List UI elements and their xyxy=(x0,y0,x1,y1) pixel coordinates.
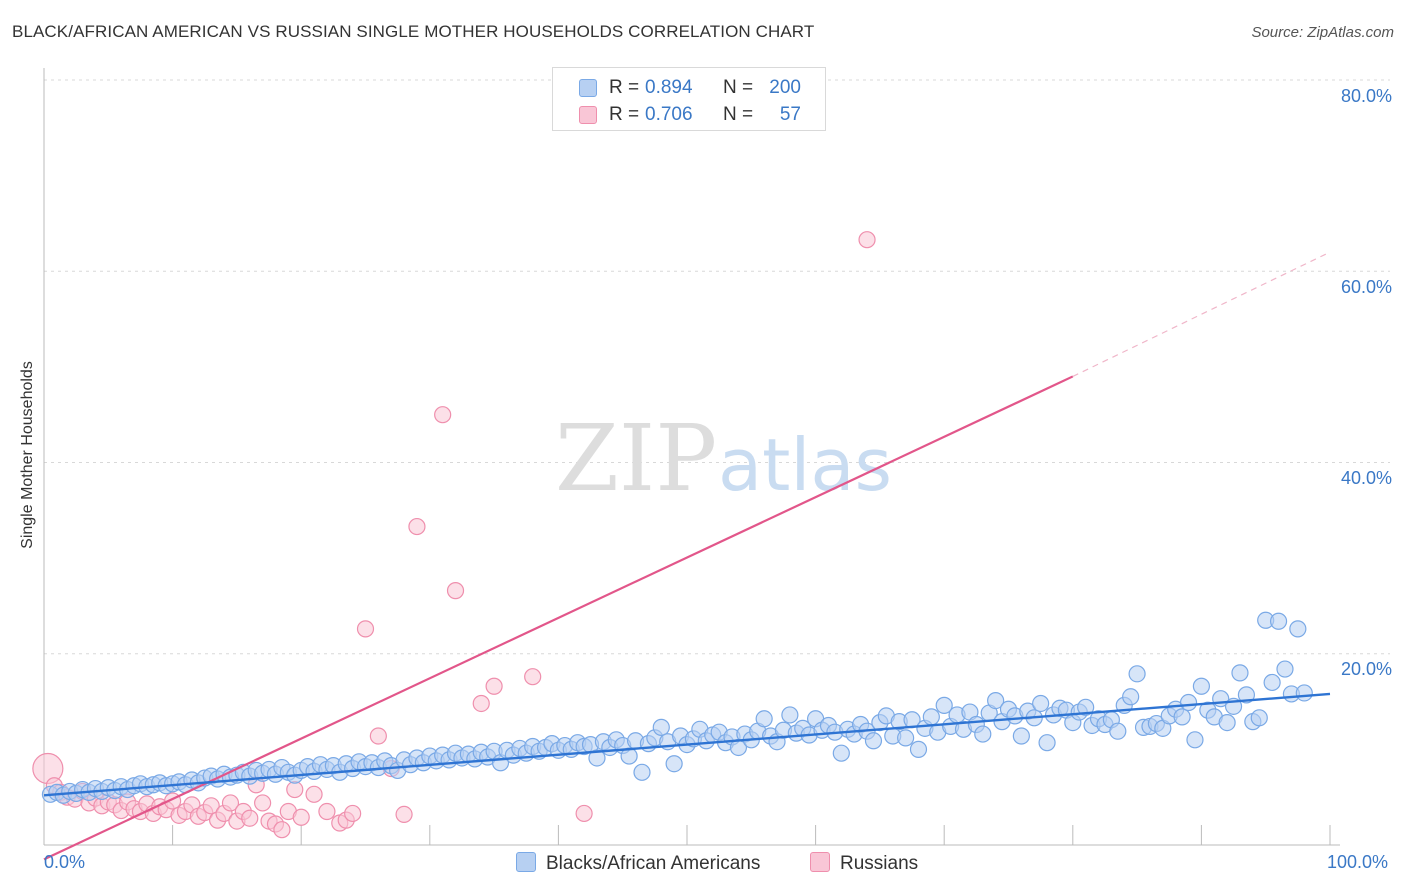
r-value: 0.894 xyxy=(645,77,693,98)
russians-point xyxy=(273,821,291,839)
russians-point xyxy=(575,804,593,823)
blacks-point xyxy=(588,749,606,767)
russians-point xyxy=(305,785,323,803)
blacks-point xyxy=(1295,684,1313,702)
blacks-point xyxy=(1038,734,1056,752)
blacks-trend-line xyxy=(43,692,1331,797)
russians-trend-extension xyxy=(1072,251,1331,377)
russians-point xyxy=(286,780,304,799)
y-tick-label: 20.0% xyxy=(1340,659,1392,679)
blacks-point xyxy=(897,729,915,747)
blacks-point xyxy=(1109,722,1127,740)
blacks-point xyxy=(1231,664,1249,682)
blacks-point xyxy=(1122,688,1140,706)
russians-point xyxy=(318,802,336,821)
russians-point xyxy=(485,677,503,695)
russians-point xyxy=(221,794,240,812)
blacks-point xyxy=(1269,612,1288,630)
blacks-point xyxy=(832,744,850,762)
legend-label: Russians xyxy=(840,853,919,874)
blacks-point xyxy=(909,740,928,758)
blacks-point xyxy=(1173,708,1191,726)
blacks-point xyxy=(1128,665,1146,683)
russians-point xyxy=(292,808,310,826)
blacks-point xyxy=(1077,698,1095,716)
blacks-point xyxy=(633,763,651,781)
blacks-point xyxy=(1276,660,1294,678)
watermark-atlas: atlas xyxy=(718,423,892,507)
blacks-point xyxy=(1263,673,1281,692)
stats-row-blacks: R = 0.894 N = 200 xyxy=(553,74,825,102)
y-tick-label: 40.0% xyxy=(1340,468,1392,488)
source-label: Source: ZipAtlas.com xyxy=(1251,24,1394,41)
blacks-point xyxy=(1218,713,1236,732)
russians-point xyxy=(254,794,272,812)
blacks-point xyxy=(1179,693,1198,712)
russians-point xyxy=(356,620,375,638)
blacks-point xyxy=(922,708,940,726)
blacks-point xyxy=(987,692,1005,710)
russians-point xyxy=(395,805,413,824)
russians-trend-line xyxy=(43,375,1074,861)
x-tick-label: 0.0% xyxy=(44,852,86,872)
blacks-point xyxy=(1192,677,1211,695)
watermark-zip: ZIP xyxy=(555,405,717,512)
stats-legend: R = 0.894 N = 200 R = 0.706 N = 57 xyxy=(552,67,826,131)
n-label: N = xyxy=(723,104,754,125)
blue-swatch-icon xyxy=(516,852,536,872)
blacks-point xyxy=(1186,731,1204,749)
blacks-point xyxy=(1237,686,1256,704)
russians-point xyxy=(446,582,465,600)
blacks-point xyxy=(935,696,953,714)
blacks-point xyxy=(652,718,670,736)
russians-point xyxy=(241,809,259,827)
blacks-point xyxy=(974,725,992,743)
n-label: N = xyxy=(723,77,754,98)
legend-item-russians[interactable]: Russians xyxy=(810,852,918,875)
x-tick-label: 100.0% xyxy=(1327,852,1389,872)
russians-point xyxy=(524,668,542,686)
blacks-point xyxy=(1032,694,1050,713)
blacks-point xyxy=(665,755,683,773)
blacks-point xyxy=(864,732,883,750)
legend-label: Blacks/African Americans xyxy=(546,853,761,874)
russians-point xyxy=(434,406,452,424)
y-tick-label: 60.0% xyxy=(1340,277,1392,297)
chart-title: BLACK/AFRICAN AMERICAN VS RUSSIAN SINGLE… xyxy=(12,22,815,41)
blacks-point xyxy=(1250,709,1268,727)
blue-swatch-icon xyxy=(579,79,597,97)
r-value: 0.706 xyxy=(645,104,693,125)
blacks-point xyxy=(1289,620,1307,638)
russians-point xyxy=(472,694,490,713)
pink-swatch-icon xyxy=(579,106,597,124)
pink-swatch-icon xyxy=(810,852,830,872)
blacks-point xyxy=(755,710,773,728)
russians-point xyxy=(344,804,362,823)
r-label: R = xyxy=(609,77,640,98)
russians-point xyxy=(369,727,387,745)
legend-item-blacks[interactable]: Blacks/African Americans xyxy=(516,852,760,875)
russians-point xyxy=(858,231,876,249)
y-tick-label: 80.0% xyxy=(1340,86,1392,106)
n-value: 200 xyxy=(769,77,801,98)
n-value: 57 xyxy=(779,104,801,125)
russians-point xyxy=(202,797,220,815)
blacks-point xyxy=(1012,727,1030,745)
r-label: R = xyxy=(609,104,640,125)
stats-row-russians: R = 0.706 N = 57 xyxy=(553,101,825,129)
blacks-point xyxy=(781,706,799,724)
russians-point xyxy=(408,517,426,536)
